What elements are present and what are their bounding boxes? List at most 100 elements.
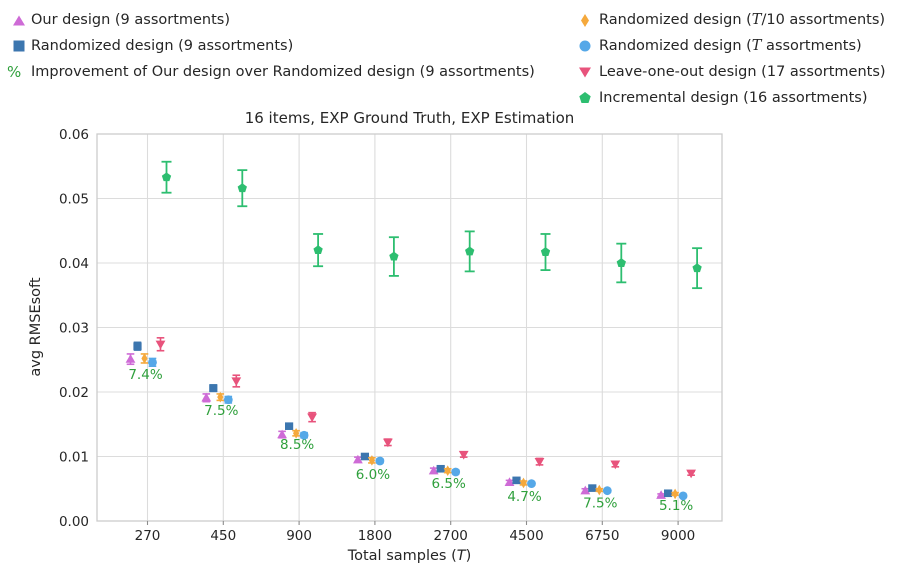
data-point	[465, 246, 475, 256]
x-tick-label: 9000	[661, 528, 695, 544]
chart-title: 16 items, EXP Ground Truth, EXP Estimati…	[244, 109, 575, 127]
improvement-annotation: 6.5%	[432, 476, 466, 492]
legend-item-incremental: Incremental design (16 assortments)	[577, 85, 886, 111]
legend-label: Leave-one-out design (17 assortments)	[599, 64, 886, 80]
y-tick-label: 0.00	[59, 514, 89, 530]
legend-item-randomized-t: Randomized design (T assortments)	[577, 33, 886, 59]
data-point	[133, 342, 142, 351]
plot-border	[96, 133, 723, 522]
legend-label: Randomized design (T/10 assortments)	[599, 12, 886, 28]
data-point	[428, 465, 439, 475]
improvement-annotation: 5.1%	[659, 498, 693, 514]
y-tick-label: 0.03	[59, 320, 89, 336]
data-point	[580, 485, 591, 495]
legend-label: Incremental design (16 assortments)	[599, 90, 868, 106]
data-point	[125, 354, 136, 363]
data-point	[527, 479, 536, 488]
data-point	[540, 247, 551, 256]
x-tick-label: 900	[286, 528, 312, 544]
data-point	[141, 353, 148, 364]
legend-label: Randomized design (9 assortments)	[31, 38, 294, 54]
y-tick-label: 0.05	[59, 191, 89, 207]
data-point	[217, 391, 224, 403]
data-point	[602, 486, 612, 496]
data-point	[436, 464, 445, 473]
x-tick-label: 2700	[434, 528, 468, 544]
data-point	[534, 457, 545, 467]
data-point	[678, 491, 688, 501]
data-point	[299, 430, 309, 440]
series-0	[125, 353, 666, 499]
improvement-annotation: 4.7%	[507, 489, 541, 505]
legend-label: Improvement of Our design over Randomize…	[31, 64, 535, 80]
data-point	[588, 484, 597, 492]
x-tick-label: 270	[135, 528, 161, 544]
data-point	[520, 477, 527, 489]
data-point	[444, 465, 451, 476]
legend-item-randomized-t10: Randomized design (T/10 assortments)	[577, 7, 886, 33]
x-tick-label: 1800	[358, 528, 392, 544]
diamond-icon	[577, 13, 592, 28]
data-point	[161, 172, 172, 182]
percent-icon: %	[7, 63, 31, 81]
series-4	[155, 337, 696, 479]
data-point	[389, 251, 399, 261]
data-point	[209, 384, 218, 392]
triangle-up-icon	[7, 14, 31, 27]
data-point	[458, 450, 469, 460]
data-point	[656, 490, 666, 499]
legend-left: Our design (9 assortments) Randomized de…	[7, 7, 535, 85]
legend-right: Randomized design (T/10 assortments) Ran…	[577, 7, 886, 111]
circle-icon	[577, 39, 592, 53]
y-tick-label: 0.01	[59, 449, 89, 465]
data-point	[504, 477, 515, 486]
data-point	[155, 340, 166, 350]
y-tick-label: 0.02	[59, 385, 89, 401]
series-3	[148, 357, 688, 501]
data-point	[313, 245, 323, 255]
data-point	[672, 488, 679, 500]
data-point	[231, 377, 242, 387]
data-point	[307, 413, 317, 423]
data-point	[686, 469, 696, 479]
improvement-annotation: 6.0%	[356, 467, 390, 483]
x-tick-label: 6750	[585, 528, 619, 544]
data-point	[383, 438, 393, 448]
triangle-down-icon	[577, 66, 592, 79]
series-1	[133, 341, 673, 498]
data-point	[610, 460, 621, 470]
data-point	[353, 454, 363, 464]
series-5	[161, 160, 703, 290]
improvement-annotation: 7.5%	[204, 403, 238, 419]
legend-item-randomized-9: Randomized design (9 assortments)	[7, 33, 535, 59]
legend-label: Our design (9 assortments)	[31, 12, 231, 28]
legend-item-leave-one-out: Leave-one-out design (17 assortments)	[577, 59, 886, 85]
x-tick-label: 4500	[509, 528, 543, 544]
improvement-annotation: 7.4%	[128, 367, 162, 383]
data-point	[375, 456, 385, 466]
series-2	[140, 353, 679, 500]
data-point	[277, 429, 287, 439]
data-point	[223, 395, 233, 405]
data-point	[285, 422, 294, 430]
x-axis-label: Total samples (T)	[347, 548, 472, 564]
data-point	[692, 263, 702, 273]
data-point	[664, 489, 673, 498]
data-point	[596, 484, 603, 496]
data-point	[293, 427, 300, 439]
x-tick-label: 450	[210, 528, 236, 544]
svg-text:%: %	[7, 63, 21, 81]
legend-item-our-design: Our design (9 assortments)	[7, 7, 535, 33]
legend-item-improvement: % Improvement of Our design over Randomi…	[7, 59, 535, 85]
data-point	[237, 183, 247, 193]
square-icon	[7, 39, 31, 53]
data-point	[201, 392, 212, 402]
data-point	[451, 467, 461, 477]
data-point	[368, 455, 375, 466]
legend-label: Randomized design (T assortments)	[599, 38, 862, 54]
y-tick-label: 0.06	[59, 127, 89, 143]
data-point	[148, 357, 157, 367]
data-point	[512, 476, 521, 485]
y-tick-label: 0.04	[59, 256, 89, 272]
